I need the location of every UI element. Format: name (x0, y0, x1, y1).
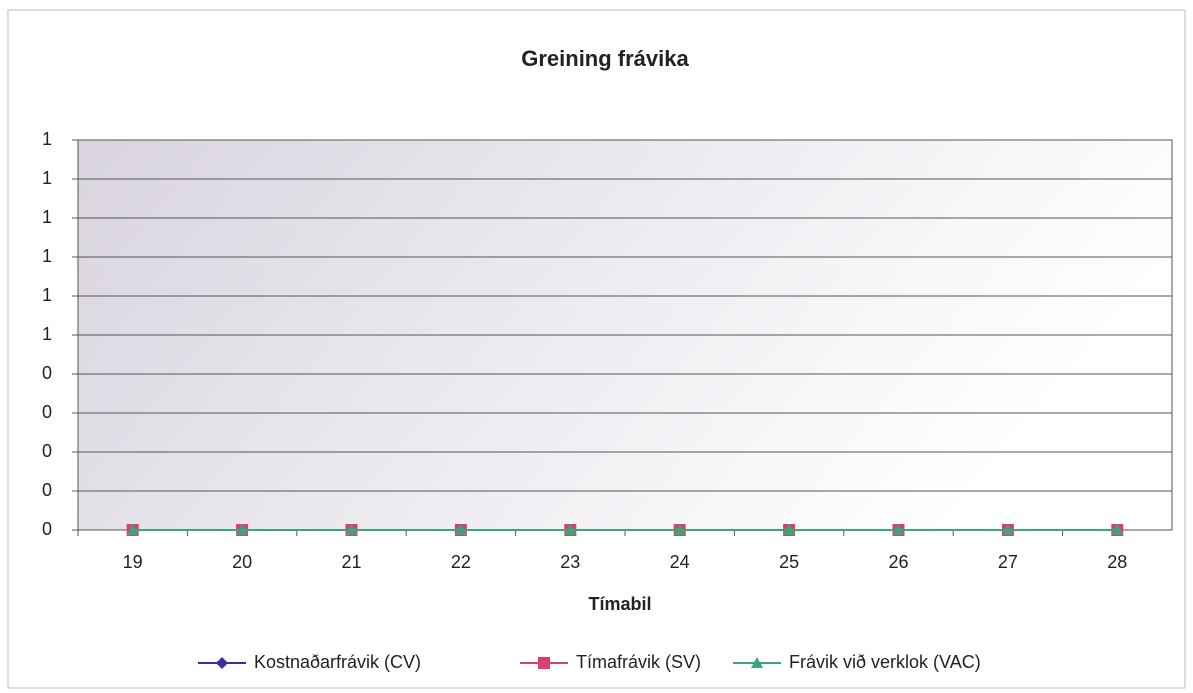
y-tick-label: 0 (42, 363, 52, 383)
marker (454, 524, 467, 535)
x-tick-label: 21 (341, 552, 361, 572)
y-tick-label: 0 (42, 519, 52, 539)
x-tick-label: 25 (779, 552, 799, 572)
y-tick-label: 0 (42, 402, 52, 422)
x-tick-label: 24 (670, 552, 690, 572)
marker (126, 524, 139, 535)
legend-label: Kostnaðarfrávik (CV) (254, 652, 421, 672)
y-tick-label: 1 (42, 246, 52, 266)
y-tick-label: 1 (42, 207, 52, 227)
marker (783, 524, 796, 535)
x-tick-label: 20 (232, 552, 252, 572)
marker (1111, 524, 1124, 535)
y-tick-label: 1 (42, 129, 52, 149)
marker (1001, 524, 1014, 535)
marker (236, 524, 249, 535)
y-tick-label: 0 (42, 441, 52, 461)
chart-title: Greining frávika (521, 46, 689, 71)
legend-label: Frávik við verklok (VAC) (789, 652, 981, 672)
x-tick-label: 22 (451, 552, 471, 572)
y-tick-label: 1 (42, 168, 52, 188)
x-tick-label: 27 (998, 552, 1018, 572)
x-tick-label: 23 (560, 552, 580, 572)
legend-label: Tímafrávik (SV) (576, 652, 701, 672)
marker (538, 657, 550, 669)
y-tick-label: 1 (42, 324, 52, 344)
marker (345, 524, 358, 535)
x-tick-label: 26 (888, 552, 908, 572)
y-tick-label: 1 (42, 285, 52, 305)
marker (892, 524, 905, 535)
y-tick-label: 0 (42, 480, 52, 500)
marker (216, 657, 228, 669)
marker (751, 657, 763, 668)
x-axis-title: Tímabil (588, 594, 651, 614)
marker (564, 524, 577, 535)
x-tick-label: 19 (123, 552, 143, 572)
x-tick-label: 28 (1107, 552, 1127, 572)
marker (673, 524, 686, 535)
